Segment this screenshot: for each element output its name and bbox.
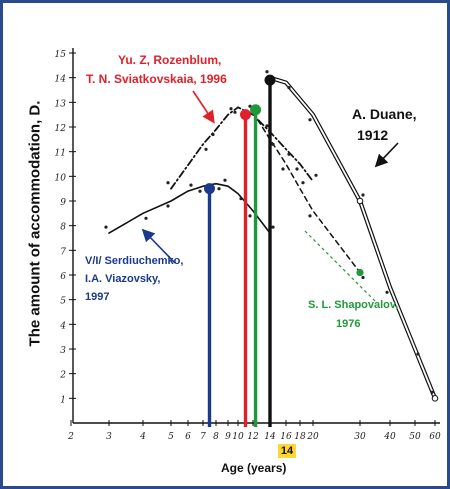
x-tick-label: 40 — [383, 432, 396, 442]
data-point — [287, 152, 291, 156]
series-rozenblum-line — [170, 106, 314, 190]
data-point — [144, 216, 148, 220]
x-tick-label: 5 — [168, 432, 174, 442]
shapovalov-label-line1: S. L. Shapovalov, — [308, 299, 399, 311]
x-tick-label: 2 — [67, 432, 74, 442]
data-point — [229, 107, 233, 111]
y-tick-label: 1 — [60, 395, 66, 405]
data-point — [361, 275, 365, 280]
y-tick-label: 5 — [60, 297, 66, 307]
data-point — [265, 70, 269, 74]
data-point — [271, 142, 275, 146]
shapovalov-guide — [302, 228, 376, 302]
y-tick-label: 6 — [60, 272, 66, 282]
rozenblum-label-line2: T. N. Sviatkovskaia, 1996 — [86, 72, 227, 86]
data-point — [295, 167, 299, 171]
y-tick-label: 15 — [55, 50, 67, 60]
x-tick-label: 60 — [429, 432, 441, 442]
data-point — [166, 181, 170, 185]
y-tick-label: 14 — [55, 75, 67, 85]
y-axis-label: The amount of accommodation, D. — [26, 100, 44, 347]
drop-marker — [204, 183, 215, 195]
data-point — [248, 214, 252, 218]
y-tick-label: 8 — [60, 223, 66, 233]
drop-marker — [250, 104, 262, 116]
series-duane-line — [267, 75, 438, 401]
y-tick-label: 3 — [60, 346, 66, 356]
duane-point-marker — [356, 197, 364, 205]
drop-marker — [240, 109, 251, 121]
data-point — [281, 167, 285, 171]
data-point — [271, 225, 275, 229]
series-duane-line-inner — [269, 76, 436, 400]
rozenblum-arrow — [192, 90, 215, 124]
duane-label-line2: 1912 — [357, 127, 389, 143]
shapovalov-end-marker — [356, 268, 364, 277]
serdiuchenko-label-line3: 1997 — [85, 291, 110, 303]
rozenblum-label-line1: Yu. Z, Rozenblum, — [118, 53, 222, 67]
y-tick-label: 9 — [60, 198, 66, 208]
data-point — [308, 214, 312, 218]
highlight-age-tick: 14 — [278, 444, 296, 458]
drop-marker — [264, 74, 276, 86]
y-tick-label: 7 — [60, 247, 66, 257]
data-point — [104, 225, 108, 229]
y-tick-label: 4 — [59, 321, 66, 331]
x-tick-label: 7 — [200, 432, 206, 442]
x-tick-label: 50 — [409, 432, 421, 442]
data-point — [314, 173, 318, 177]
data-point — [233, 110, 237, 114]
x-tick-label: 12 — [247, 432, 259, 442]
x-tick-label: 30 — [354, 432, 366, 442]
x-axis-label: Age (years) — [221, 461, 287, 475]
x-tick-label: 14 — [264, 432, 276, 442]
data-point — [211, 132, 215, 137]
data-point — [308, 118, 312, 122]
data-point — [265, 124, 269, 128]
data-point — [287, 86, 291, 90]
data-point — [361, 193, 365, 197]
y-tick-label: 10 — [55, 173, 67, 183]
data-point — [204, 147, 208, 151]
shapovalov-label-line2: 1976 — [336, 318, 361, 330]
y-tick-label: 2 — [59, 371, 66, 381]
duane-arrow — [374, 142, 399, 168]
x-tick-label: 3 — [106, 432, 112, 442]
x-tick-label: 20 — [306, 432, 319, 442]
data-point — [223, 178, 227, 182]
duane-end-marker — [431, 395, 439, 402]
y-tick-label: 13 — [55, 99, 67, 109]
data-point — [385, 290, 389, 294]
data-point — [239, 197, 243, 201]
x-tick-label: 6 — [185, 432, 191, 442]
x-tick-label: 16 — [280, 432, 292, 442]
x-tick-label: 18 — [294, 432, 306, 442]
x-tick-label: 10 — [232, 432, 244, 442]
y-tick-label: 11 — [55, 149, 66, 159]
serdiuchenko-arrow — [141, 228, 176, 264]
series-shapovalov-line — [252, 111, 361, 274]
duane-label-line1: A. Duane, — [352, 106, 417, 122]
data-point — [301, 181, 305, 185]
data-point — [189, 183, 193, 187]
data-point — [430, 390, 434, 394]
x-tick-label: 9 — [225, 432, 231, 442]
serdiuchenko-label-line1: V/I/ Serdiuchemko, — [85, 255, 184, 267]
data-point — [166, 204, 170, 208]
x-tick-label: 8 — [213, 432, 219, 442]
x-tick-label: 4 — [139, 432, 146, 442]
data-point — [416, 352, 420, 356]
data-point — [217, 187, 221, 191]
data-point — [198, 189, 202, 193]
y-tick-label: 12 — [55, 124, 67, 134]
serdiuchenko-label-line2: I.A. Viazovsky, — [85, 273, 161, 285]
